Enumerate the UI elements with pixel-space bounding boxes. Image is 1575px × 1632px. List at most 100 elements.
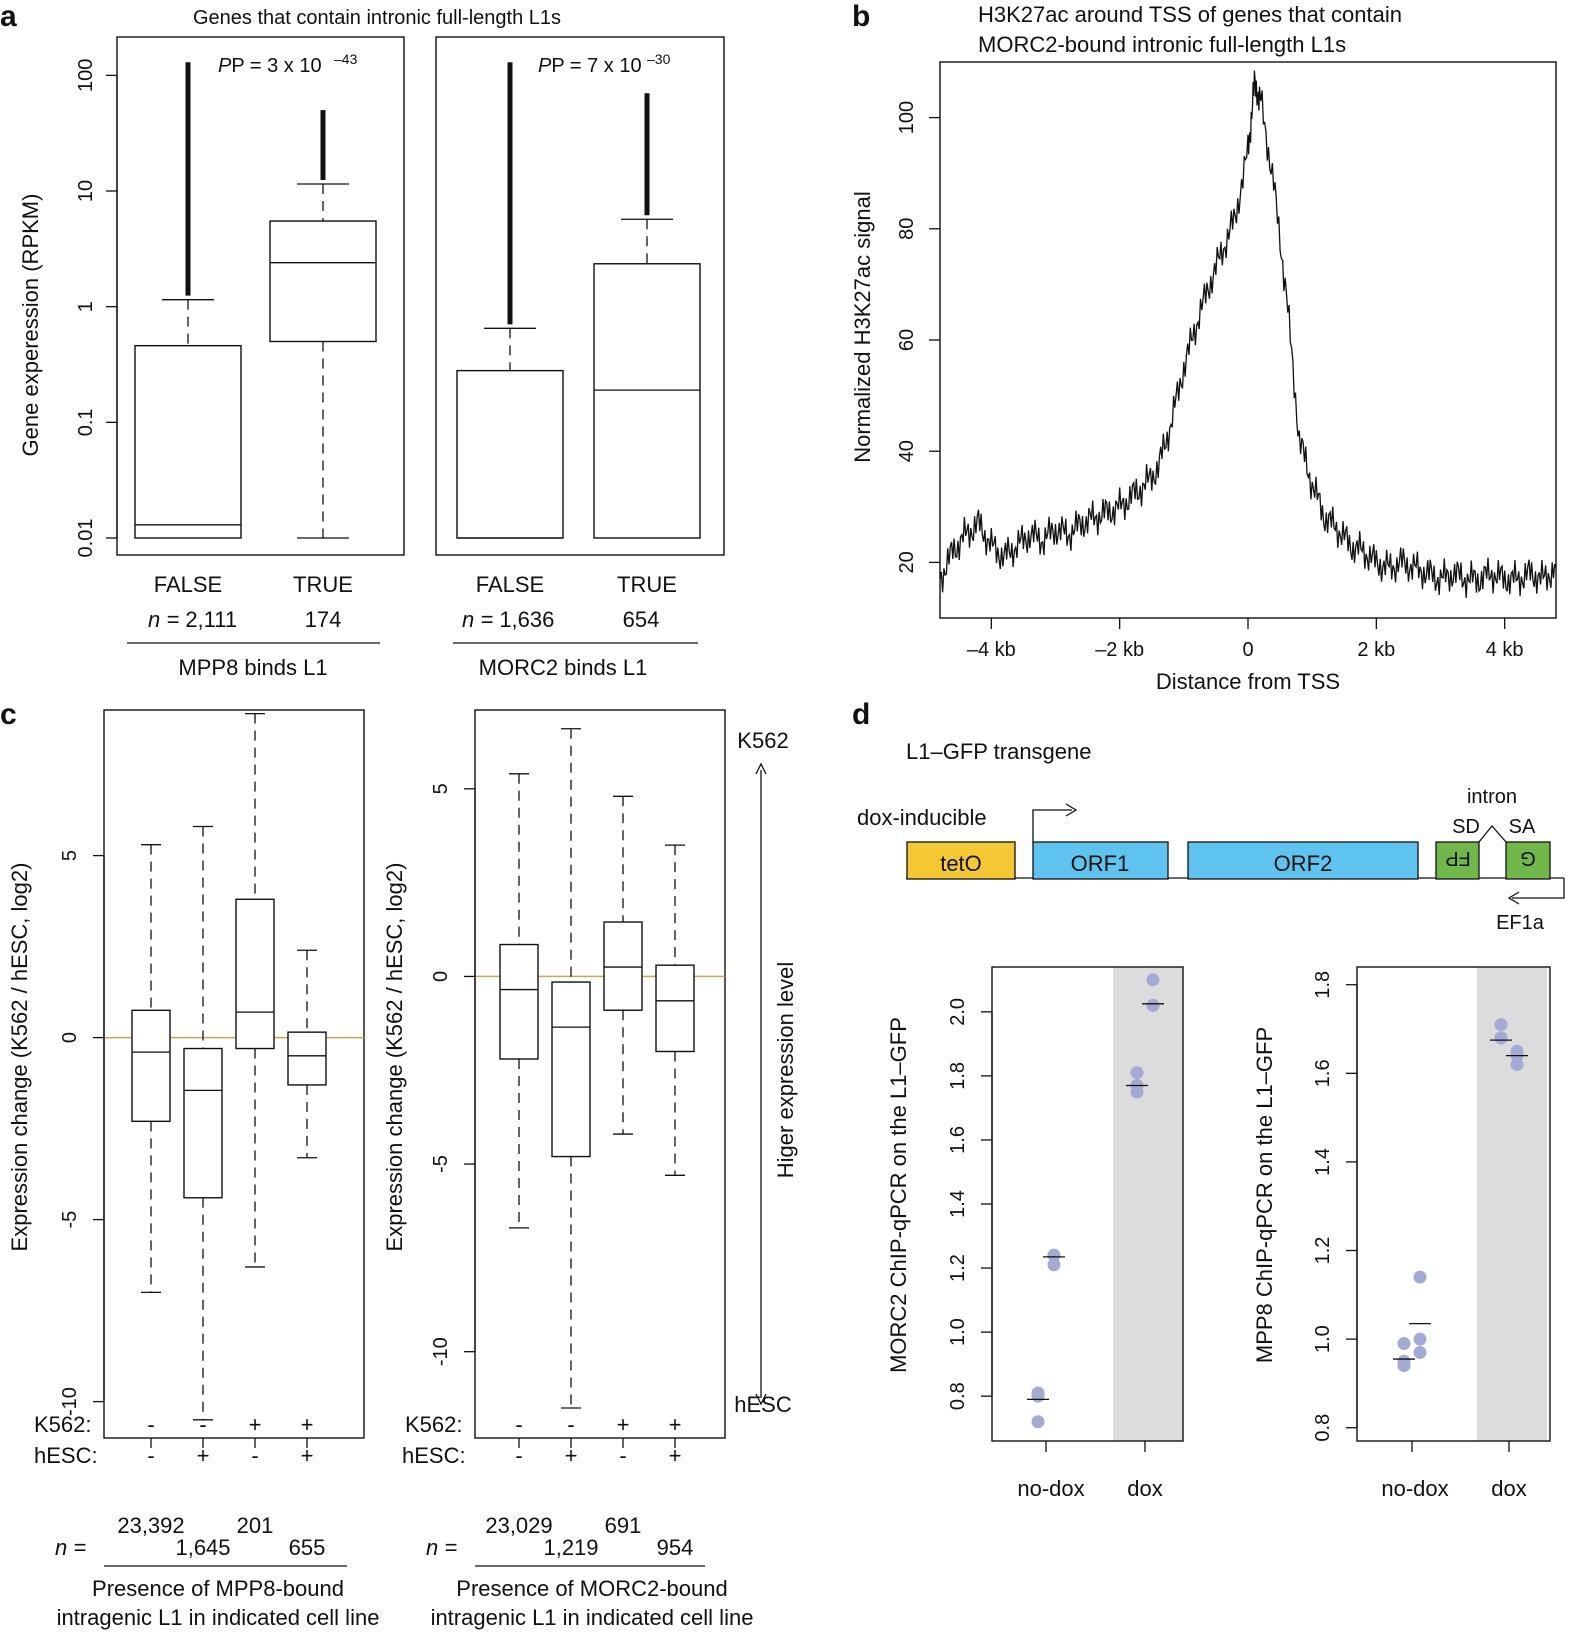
panel-c-hesc-sign: -	[147, 1443, 154, 1468]
panel-b-xlabel: Distance from TSS	[1156, 669, 1340, 694]
panel-b-title-2: MORC2-bound intronic full-length L1s	[978, 32, 1346, 57]
panel-c-caption-morc2-1: Presence of MORC2-bound	[456, 1576, 727, 1601]
panel-c-box	[183, 1047, 223, 1199]
panel-c-box	[499, 943, 539, 1060]
panel-a-y-tick-label: 100	[75, 59, 97, 92]
panel-d-y-tick-label: 1.4	[1312, 1148, 1334, 1176]
gfp-g-label: G	[1520, 847, 1536, 869]
panel-c-box	[235, 898, 275, 1050]
panel-c-y-tick-label: -10	[59, 1387, 81, 1416]
panel-c-n-label: 201	[237, 1513, 274, 1538]
panel-a-cat-morc2-true: TRUE	[617, 572, 677, 597]
sa-label: SA	[1509, 816, 1536, 838]
panel-a-box	[456, 369, 564, 539]
panel-b-x-tick-label: 2 kb	[1357, 639, 1395, 661]
panel-b-x-tick-label: 0	[1242, 639, 1253, 661]
panel-label-d: d	[852, 698, 870, 731]
panel-a-frame-mpp8	[116, 36, 405, 556]
panel-a-cat-morc2-false: FALSE	[476, 572, 544, 597]
panel-c-y-tick-label: -5	[59, 1211, 81, 1229]
panel-c-n-prefix-morc2: n =	[426, 1535, 457, 1560]
panel-c-y-tick-label: 0	[59, 1032, 81, 1043]
panel-a-group-mpp8: MPP8 binds L1	[178, 655, 327, 680]
orf1-label: ORF1	[1071, 851, 1130, 876]
panel-d-y-tick-label: 1.6	[1312, 1059, 1334, 1087]
panel-a-box	[269, 220, 377, 343]
panel-c-boxes	[131, 712, 695, 1421]
panel-d-ylabel-morc2: MORC2 ChIP-qPCR on the L1–GFP	[886, 1017, 911, 1373]
panel-c-n-label: 655	[289, 1535, 326, 1560]
panel-label-a: a	[0, 0, 17, 33]
panel-d-ylabel-mpp8: MPP8 ChIP-qPCR on the L1–GFP	[1252, 1027, 1277, 1363]
panel-a-group-morc2: MORC2 binds L1	[479, 655, 648, 680]
panel-a-y-tick-label: 0.01	[75, 519, 97, 558]
panel-c-n-label: 1,219	[543, 1535, 598, 1560]
panel-d-cat-dox-mpp8: dox	[1491, 1476, 1526, 1501]
panel-b-y-tick-label: 20	[896, 551, 918, 573]
panel-c-k562-sign: -	[147, 1412, 154, 1437]
panel-a-y-tick-label: 10	[75, 180, 97, 202]
panel-b-x-tick-label: –2 kb	[1095, 639, 1144, 661]
panel-d-points	[1027, 973, 1528, 1429]
panel-a-box	[593, 263, 701, 539]
intron-label: intron	[1467, 786, 1517, 808]
panel-d-y-tick-label: 2.0	[947, 998, 969, 1026]
panel-d-y-tick-label: 1.0	[1312, 1325, 1334, 1353]
panel-c-k562-sign: -	[199, 1412, 206, 1437]
panel-c-hesc-sign: +	[197, 1443, 210, 1468]
panel-c-rows: - - 23,392 - +1,645 + - 201 + +655 - - 23,029 - +1,219…	[117, 1412, 693, 1560]
panel-a-ylabel: Gene experession (RPKM)	[18, 194, 43, 457]
panel-c-row-hesc-mpp8: hESC:	[34, 1443, 98, 1468]
panel-d-y-tick-label: 0.8	[947, 1382, 969, 1410]
panel-c-caption-morc2-2: intragenic L1 in indicated cell line	[431, 1605, 754, 1630]
panel-d-point	[1397, 1337, 1411, 1351]
panel-c-box	[603, 921, 643, 1011]
orf1-block	[1032, 841, 1169, 880]
panel-c-arrow-down-head	[755, 1393, 767, 1406]
panel-c-y-ticks: -10 -5 0 5 -10 -5 0 5	[59, 783, 476, 1416]
panel-d-y-tick-label: 1.4	[947, 1190, 969, 1218]
panel-a-y-tick-label: 1	[75, 301, 97, 312]
panel-c-row-k562-mpp8: K562:	[34, 1412, 92, 1437]
panel-a-n-morc2-true: 654	[623, 607, 660, 632]
panel-c: c Expression change (K562 / hESC, log2) …	[0, 698, 798, 1630]
panel-c-k562-sign: -	[515, 1412, 522, 1437]
panel-c-k562-sign: +	[249, 1412, 262, 1437]
panel-d-y-tick-label: 1.0	[947, 1318, 969, 1346]
panel-b-ticks: 20 40 60 80 100 –4 kb –2 kb 0 2 kb 4 kb	[896, 101, 1524, 661]
panel-a-cat-mpp8-true: TRUE	[293, 572, 353, 597]
panel-d-cat-dox-morc2: dox	[1127, 1476, 1162, 1501]
panel-b-title-1: H3K27ac around TSS of genes that contain	[978, 2, 1402, 27]
panel-c-n-prefix-mpp8: n =	[55, 1535, 86, 1560]
panel-d-point	[1130, 1085, 1144, 1099]
panel-d-dox-band-mpp8	[1477, 967, 1547, 1441]
panel-b-y-tick-label: 40	[896, 440, 918, 462]
panel-b-y-tick-label: 60	[896, 329, 918, 351]
panel-c-hesc-sign: +	[565, 1443, 578, 1468]
panel-c-hesc-sign: +	[669, 1443, 682, 1468]
panel-c-n-label: 23,029	[485, 1513, 552, 1538]
panel-c-y-tick-label: 5	[59, 850, 81, 861]
promoter-arrow-line	[1032, 809, 1072, 842]
panel-b-y-tick-label: 100	[896, 101, 918, 134]
gfp-fp-block	[1435, 841, 1480, 880]
panel-d-y-tick-label: 1.8	[947, 1062, 969, 1090]
panel-c-n-label: 954	[657, 1535, 694, 1560]
panel-c-k562-sign: +	[669, 1412, 682, 1437]
panel-d-y-tick-label: 1.2	[947, 1254, 969, 1282]
panel-a-pvalue-morc2: PP = 7 x 10	[538, 55, 642, 77]
panel-d-cat-nodox-morc2: no-dox	[1017, 1476, 1084, 1501]
panel-c-side-label: Higer expression level	[773, 962, 798, 1178]
panel-d-point	[1413, 1270, 1427, 1284]
teto-block	[906, 841, 1016, 880]
panel-c-k562-sign: -	[567, 1412, 574, 1437]
panel-c-arrow-top-label: K562	[737, 728, 788, 753]
panel-c-ylabel-morc2: Expression change (K562 / hESC, log2)	[382, 863, 407, 1252]
panel-a-pvalue-mpp8: PP = 3 x 10	[218, 55, 322, 77]
panel-d-cat-nodox-mpp8: no-dox	[1381, 1476, 1448, 1501]
panel-b-ylabel: Normalized H3K27ac signal	[850, 191, 875, 462]
panel-d-point	[1031, 1415, 1045, 1429]
panel-c-n-label: 23,392	[117, 1513, 184, 1538]
ef1a-arrow-line	[1512, 878, 1565, 899]
ef1a-label: EF1a	[1496, 912, 1545, 934]
